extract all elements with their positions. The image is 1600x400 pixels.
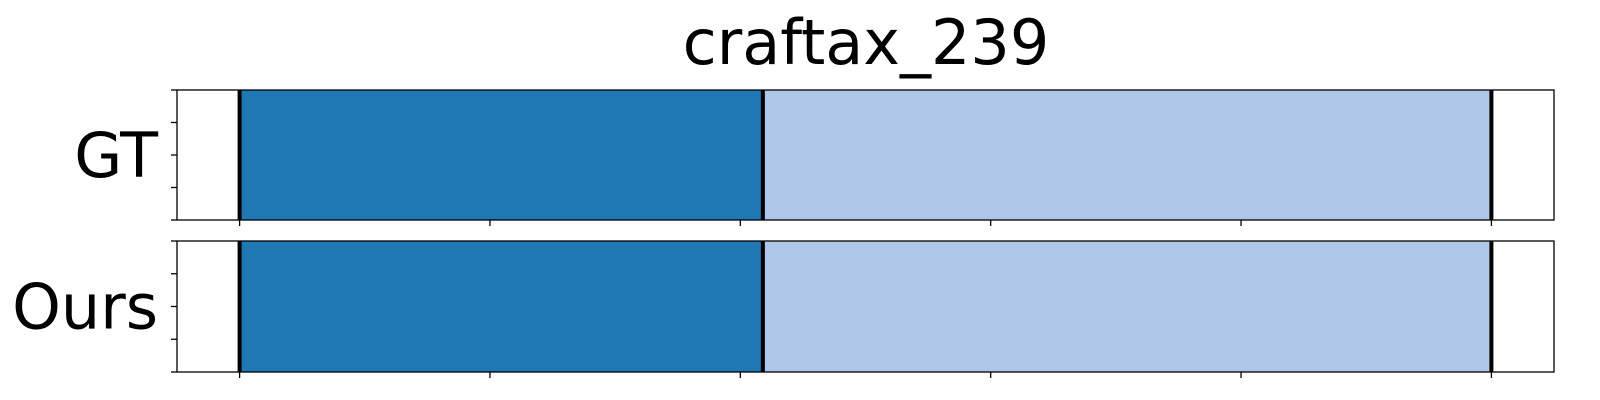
row-0: GT: [74, 89, 1555, 226]
segment-1-0: [239, 241, 763, 372]
segment-1-1: [762, 241, 1492, 372]
segment-0-1: [762, 90, 1492, 220]
segment-0-0: [239, 90, 763, 220]
chart-title: craftax_239: [683, 6, 1050, 79]
row-label-gt: GT: [74, 119, 159, 192]
row-1: Ours: [12, 240, 1555, 378]
chart-rows: GT Ours: [12, 89, 1555, 378]
row-label-ours: Ours: [12, 271, 158, 344]
